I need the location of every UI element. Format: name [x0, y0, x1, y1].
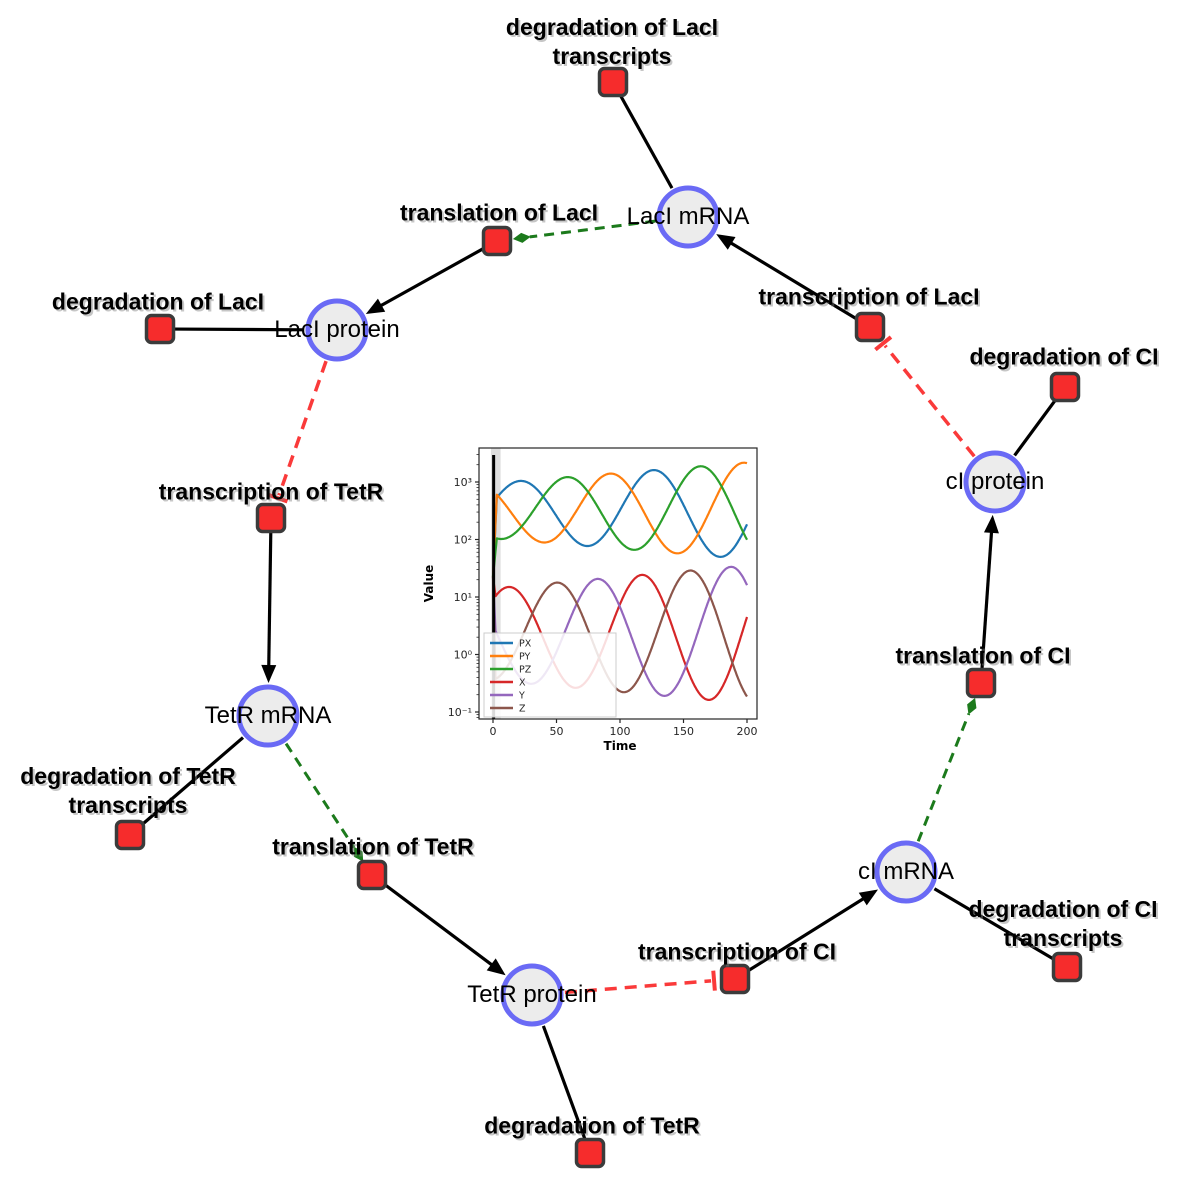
edge-ci-mrna-to-deg-ci-transcripts — [933, 887, 1056, 962]
timeseries-chart: 0 50 100 150 200 10³ 10² 10¹ 10⁰ 10⁻¹ Time Value PX P… — [420, 437, 765, 762]
y-tick-label: 10¹ — [454, 591, 472, 604]
arrowhead-tbar — [711, 970, 717, 991]
edge-line — [1013, 397, 1058, 457]
edge-ci-protein-to-transc-laci — [874, 335, 976, 458]
reaction-node-transc-ci[interactable] — [719, 963, 751, 995]
x-tick-label: 0 — [490, 725, 497, 738]
reaction-node-transl-tetr[interactable] — [356, 859, 388, 891]
edge-laci-protein-to-deg-laci — [173, 327, 305, 332]
species-node-laci-mrna[interactable] — [656, 185, 720, 249]
edge-line — [378, 246, 485, 309]
species-node-tetr-protein[interactable] — [500, 963, 564, 1027]
x-tick-label: 50 — [550, 725, 564, 738]
edge-line — [883, 344, 976, 458]
arrowhead-diamond — [512, 232, 531, 243]
species-node-ci-protein[interactable] — [963, 450, 1027, 514]
series-Z — [491, 569, 748, 698]
arrowhead-triangle — [983, 514, 999, 534]
reaction-node-transc-tetr[interactable] — [255, 502, 287, 534]
reaction-node-deg-laci-transcripts[interactable] — [597, 66, 629, 98]
edge-line — [916, 713, 971, 842]
edge-line — [728, 240, 858, 321]
reaction-node-deg-laci[interactable] — [144, 313, 176, 345]
edge-line — [267, 532, 273, 669]
arrowhead-tbar — [267, 492, 289, 504]
series-PY — [491, 461, 748, 577]
arrowhead-triangle — [716, 234, 736, 250]
reaction-node-transc-laci[interactable] — [854, 311, 886, 343]
y-axis-label: Value — [422, 565, 436, 603]
legend-entry-label: PZ — [519, 665, 532, 676]
x-axis-label: Time — [604, 739, 637, 753]
legend-entry-label: Z — [519, 704, 526, 715]
edge-line — [139, 736, 245, 828]
nodes-layer — [114, 66, 1083, 1169]
arrowhead-diamond — [967, 697, 977, 715]
edge-line — [541, 1025, 587, 1141]
edge-transl-laci-to-laci-protein — [365, 246, 485, 314]
chart-vspan — [491, 448, 501, 719]
reaction-node-deg-ci-transcripts[interactable] — [1051, 951, 1083, 983]
species-node-tetr-mrna[interactable] — [236, 684, 300, 748]
edges-layer — [139, 93, 1058, 1141]
species-node-laci-protein[interactable] — [305, 298, 369, 362]
arrowhead-triangle — [858, 889, 879, 906]
y-tick-label: 10² — [454, 534, 472, 547]
edge-transc-tetr-to-tetr-mrna — [261, 532, 277, 684]
reaction-node-transl-ci[interactable] — [965, 667, 997, 699]
edge-line — [618, 93, 674, 189]
edge-tetr-protein-to-deg-tetr — [541, 1025, 587, 1141]
edge-laci-protein-to-transc-tetr — [267, 360, 328, 504]
arrowhead-triangle — [261, 664, 277, 684]
edge-transl-tetr-to-tetr-protein — [383, 882, 506, 976]
chart-frame — [478, 447, 758, 720]
edge-tetr-protein-to-transc-ci — [564, 970, 717, 995]
reaction-node-deg-tetr-transcripts[interactable] — [114, 819, 146, 851]
series-PX — [491, 469, 749, 577]
y-tick-label: 10⁻¹ — [448, 706, 472, 719]
x-tick-label: 150 — [673, 725, 694, 738]
legend-entry-label: PY — [519, 652, 531, 663]
edge-line — [980, 529, 994, 669]
reaction-node-transl-laci[interactable] — [481, 225, 513, 257]
legend-entry-label: X — [519, 678, 526, 689]
timeseries-chart-svg: 0 50 100 150 20010³10²10¹10⁰10⁻¹TimeValuePXP… — [422, 447, 758, 753]
edge-ci-protein-to-deg-ci — [1013, 397, 1058, 457]
chart-legend: PX PY PZ XYZ — [483, 632, 617, 718]
edge-transc-laci-to-laci-mrna — [716, 234, 858, 321]
edge-tetr-mrna-to-deg-tetr-transcripts — [139, 736, 245, 828]
arrowhead-triangle — [365, 298, 386, 314]
legend-entry-label: PX — [519, 639, 532, 650]
series-X — [491, 573, 749, 701]
edge-line — [383, 882, 495, 968]
edge-line — [529, 219, 656, 239]
edge-line — [564, 979, 712, 995]
y-tick-label: 10⁰ — [454, 649, 473, 662]
series-PZ — [491, 465, 748, 578]
reaction-node-deg-tetr[interactable] — [574, 1137, 606, 1169]
arrowhead-tbar — [874, 335, 893, 352]
species-node-ci-mrna[interactable] — [874, 840, 938, 904]
x-tick-label: 200 — [737, 725, 758, 738]
edge-line — [277, 360, 328, 496]
legend-box — [483, 632, 617, 718]
edge-laci-mrna-to-deg-laci-transcripts — [618, 93, 674, 189]
arrowhead-diamond — [353, 846, 364, 862]
legend-entry-label: Y — [518, 691, 525, 702]
edge-tetr-mrna-to-transl-tetr — [284, 742, 364, 862]
x-tick-label: 100 — [610, 725, 631, 738]
reaction-node-deg-ci[interactable] — [1049, 371, 1081, 403]
edge-line — [284, 742, 356, 849]
edge-transl-ci-to-ci-protein — [980, 514, 999, 669]
edge-ci-mrna-to-transl-ci — [916, 697, 977, 842]
edge-laci-mrna-to-transl-laci — [512, 219, 656, 243]
edge-line — [746, 896, 867, 973]
y-tick-label: 10³ — [454, 476, 472, 489]
edge-line — [933, 887, 1056, 962]
arrowhead-triangle — [486, 958, 506, 976]
edge-line — [173, 327, 305, 332]
edge-transc-ci-to-ci-mrna — [746, 889, 879, 973]
